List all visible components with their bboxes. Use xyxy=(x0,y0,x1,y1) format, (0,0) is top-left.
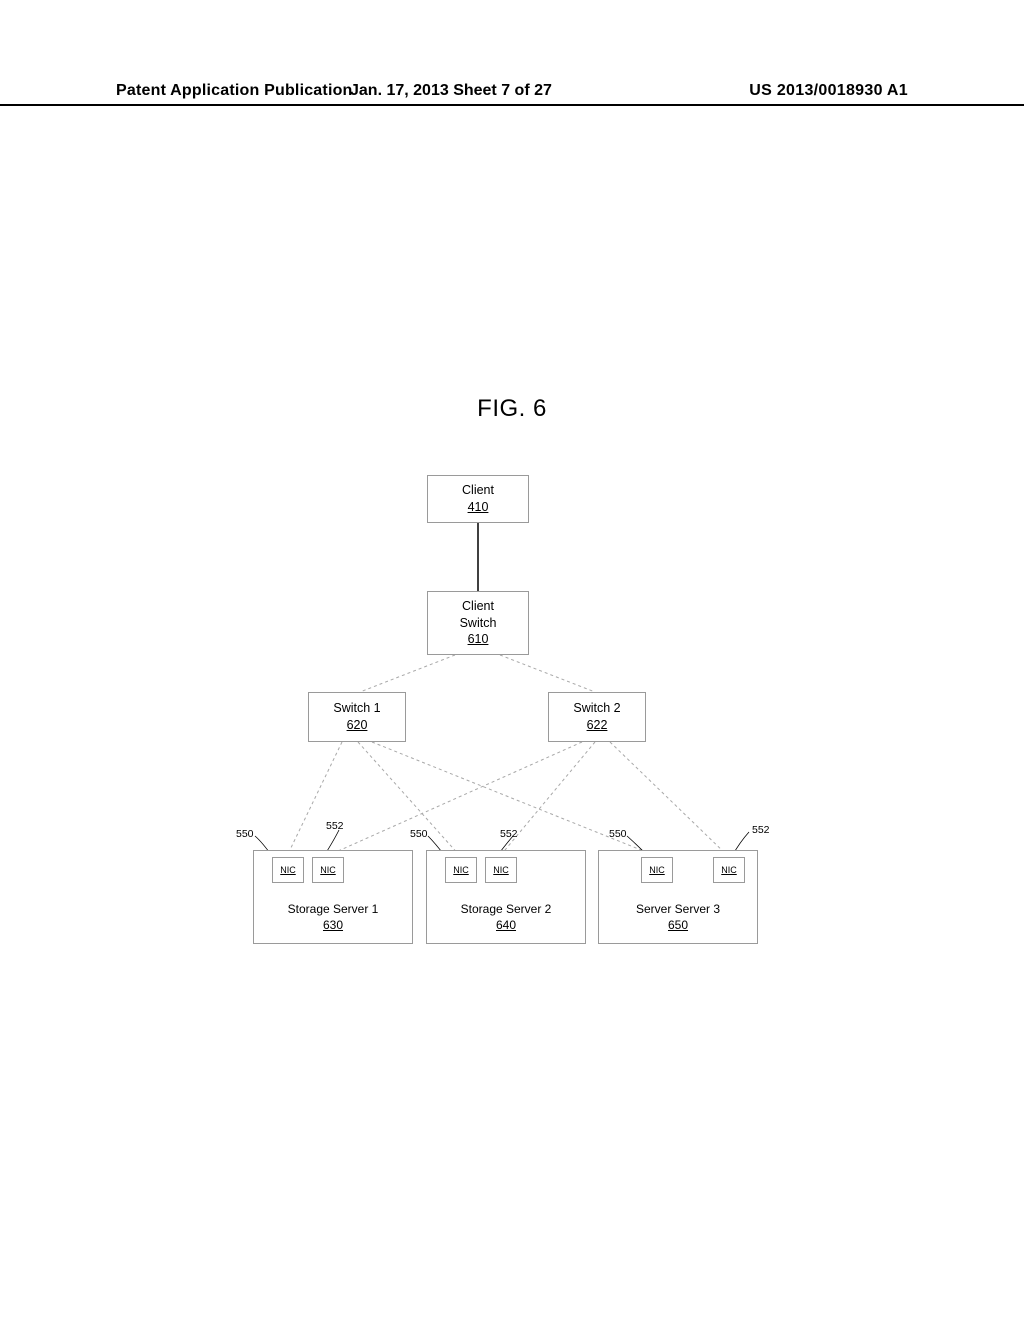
server1-ref: 630 xyxy=(254,917,412,933)
nic-label: NIC xyxy=(649,864,665,876)
server1-node: NIC NIC Storage Server 1 630 xyxy=(253,850,413,944)
switch2-label: Switch 2 xyxy=(573,700,620,717)
server1-nic-right: NIC xyxy=(312,857,344,883)
nic-label: NIC xyxy=(280,864,296,876)
switch1-label: Switch 1 xyxy=(333,700,380,717)
switch1-ref: 620 xyxy=(347,717,368,734)
server2-label-wrap: Storage Server 2 640 xyxy=(427,901,585,933)
client-label: Client xyxy=(462,482,494,499)
ref-552-3: 552 xyxy=(752,824,770,836)
nic-label: NIC xyxy=(721,864,737,876)
nic-label: NIC xyxy=(493,864,509,876)
client-switch-label2: Switch xyxy=(460,615,497,632)
switch2-ref: 622 xyxy=(587,717,608,734)
server2-nic-left: NIC xyxy=(445,857,477,883)
server1-label-wrap: Storage Server 1 630 xyxy=(254,901,412,933)
ref-552-2: 552 xyxy=(500,828,518,840)
header-right: US 2013/0018930 A1 xyxy=(749,82,908,100)
server3-label-wrap: Server Server 3 650 xyxy=(599,901,757,933)
server2-ref: 640 xyxy=(427,917,585,933)
ref-550-3: 550 xyxy=(609,828,627,840)
client-switch-label1: Client xyxy=(462,598,494,615)
ref-550-1: 550 xyxy=(236,828,254,840)
switch2-node: Switch 2 622 xyxy=(548,692,646,742)
client-node: Client 410 xyxy=(427,475,529,523)
header-left: Patent Application Publication xyxy=(116,82,353,100)
client-switch-node: Client Switch 610 xyxy=(427,591,529,655)
server2-node: NIC NIC Storage Server 2 640 xyxy=(426,850,586,944)
server1-nic-left: NIC xyxy=(272,857,304,883)
server3-ref: 650 xyxy=(599,917,757,933)
server2-nic-right: NIC xyxy=(485,857,517,883)
nic-label: NIC xyxy=(320,864,336,876)
server2-label: Storage Server 2 xyxy=(427,901,585,917)
page-header: Patent Application Publication Jan. 17, … xyxy=(0,82,1024,100)
server3-nic-left: NIC xyxy=(641,857,673,883)
figure-title: FIG. 6 xyxy=(477,395,547,423)
ref-550-2: 550 xyxy=(410,828,428,840)
network-diagram: Client 410 Client Switch 610 Switch 1 62… xyxy=(0,460,1024,960)
server3-nic-right: NIC xyxy=(713,857,745,883)
server1-label: Storage Server 1 xyxy=(254,901,412,917)
ref-552-1: 552 xyxy=(326,820,344,832)
switch1-node: Switch 1 620 xyxy=(308,692,406,742)
nic-label: NIC xyxy=(453,864,469,876)
server3-node: NIC NIC Server Server 3 650 xyxy=(598,850,758,944)
server3-label: Server Server 3 xyxy=(599,901,757,917)
client-switch-ref: 610 xyxy=(468,631,489,648)
header-rule xyxy=(0,104,1024,106)
client-ref: 410 xyxy=(468,499,489,516)
header-center: Jan. 17, 2013 Sheet 7 of 27 xyxy=(350,82,552,100)
